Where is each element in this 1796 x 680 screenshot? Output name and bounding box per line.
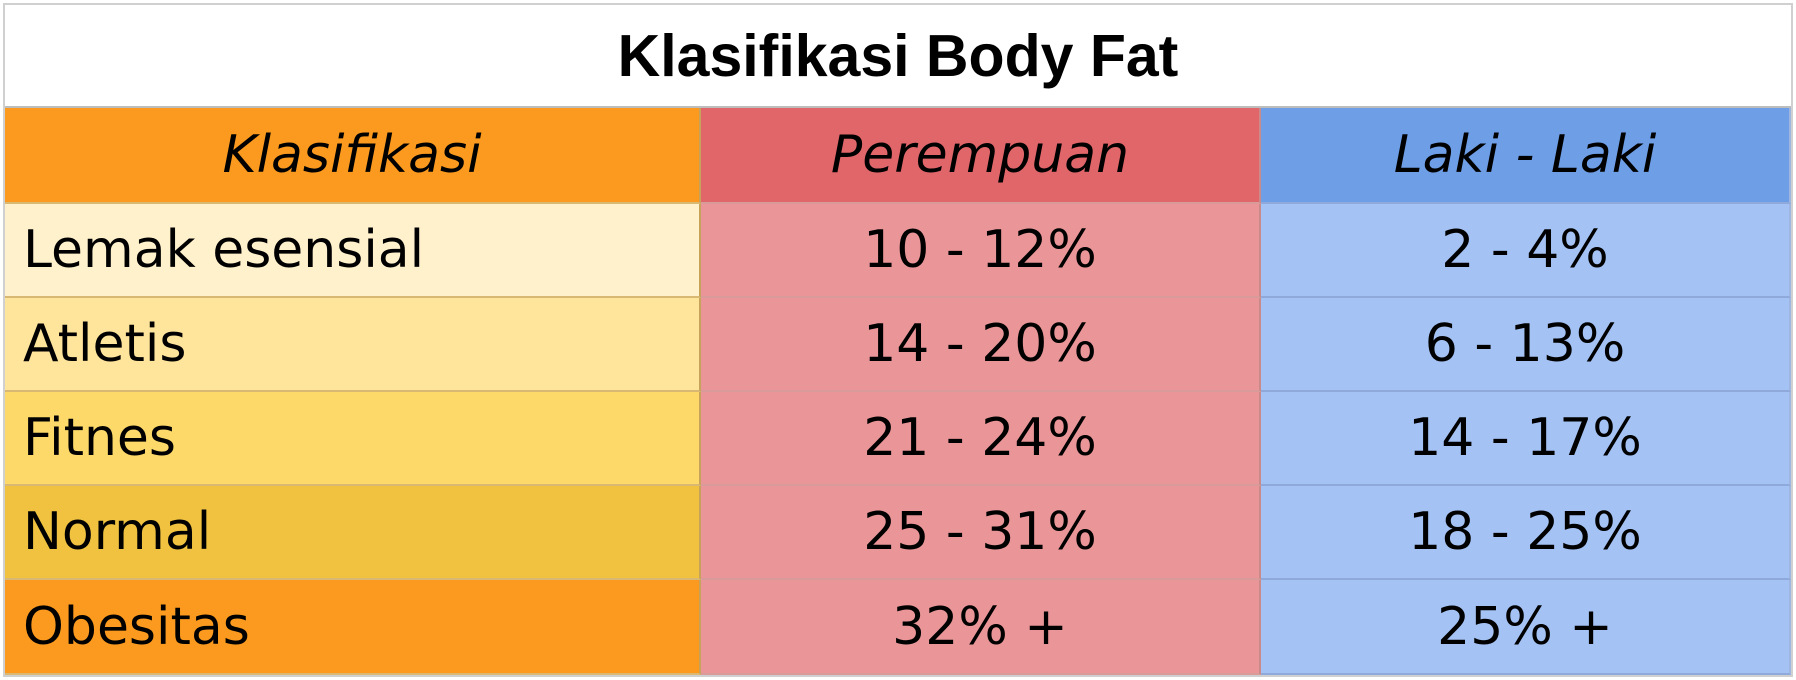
table-grid: Klasifikasi Perempuan Laki - Laki Lemak … [5,108,1791,675]
row-klasifikasi: Obesitas [5,580,701,675]
row-klasifikasi: Normal [5,486,701,580]
row-laki-laki: 14 - 17% [1261,392,1791,486]
row-laki-laki: 25% + [1261,580,1791,675]
row-laki-laki: 2 - 4% [1261,204,1791,298]
row-laki-laki: 6 - 13% [1261,298,1791,392]
row-perempuan: 21 - 24% [701,392,1261,486]
row-klasifikasi: Fitnes [5,392,701,486]
header-laki-laki: Laki - Laki [1261,108,1791,204]
row-klasifikasi: Atletis [5,298,701,392]
row-perempuan: 10 - 12% [701,204,1261,298]
row-perempuan: 32% + [701,580,1261,675]
row-perempuan: 14 - 20% [701,298,1261,392]
header-perempuan: Perempuan [701,108,1261,204]
table-title: Klasifikasi Body Fat [617,22,1179,89]
title-row: Klasifikasi Body Fat [5,5,1791,108]
row-klasifikasi: Lemak esensial [5,204,701,298]
body-fat-table: Klasifikasi Body Fat Klasifikasi Perempu… [3,3,1793,677]
header-klasifikasi: Klasifikasi [5,108,701,204]
row-laki-laki: 18 - 25% [1261,486,1791,580]
row-perempuan: 25 - 31% [701,486,1261,580]
